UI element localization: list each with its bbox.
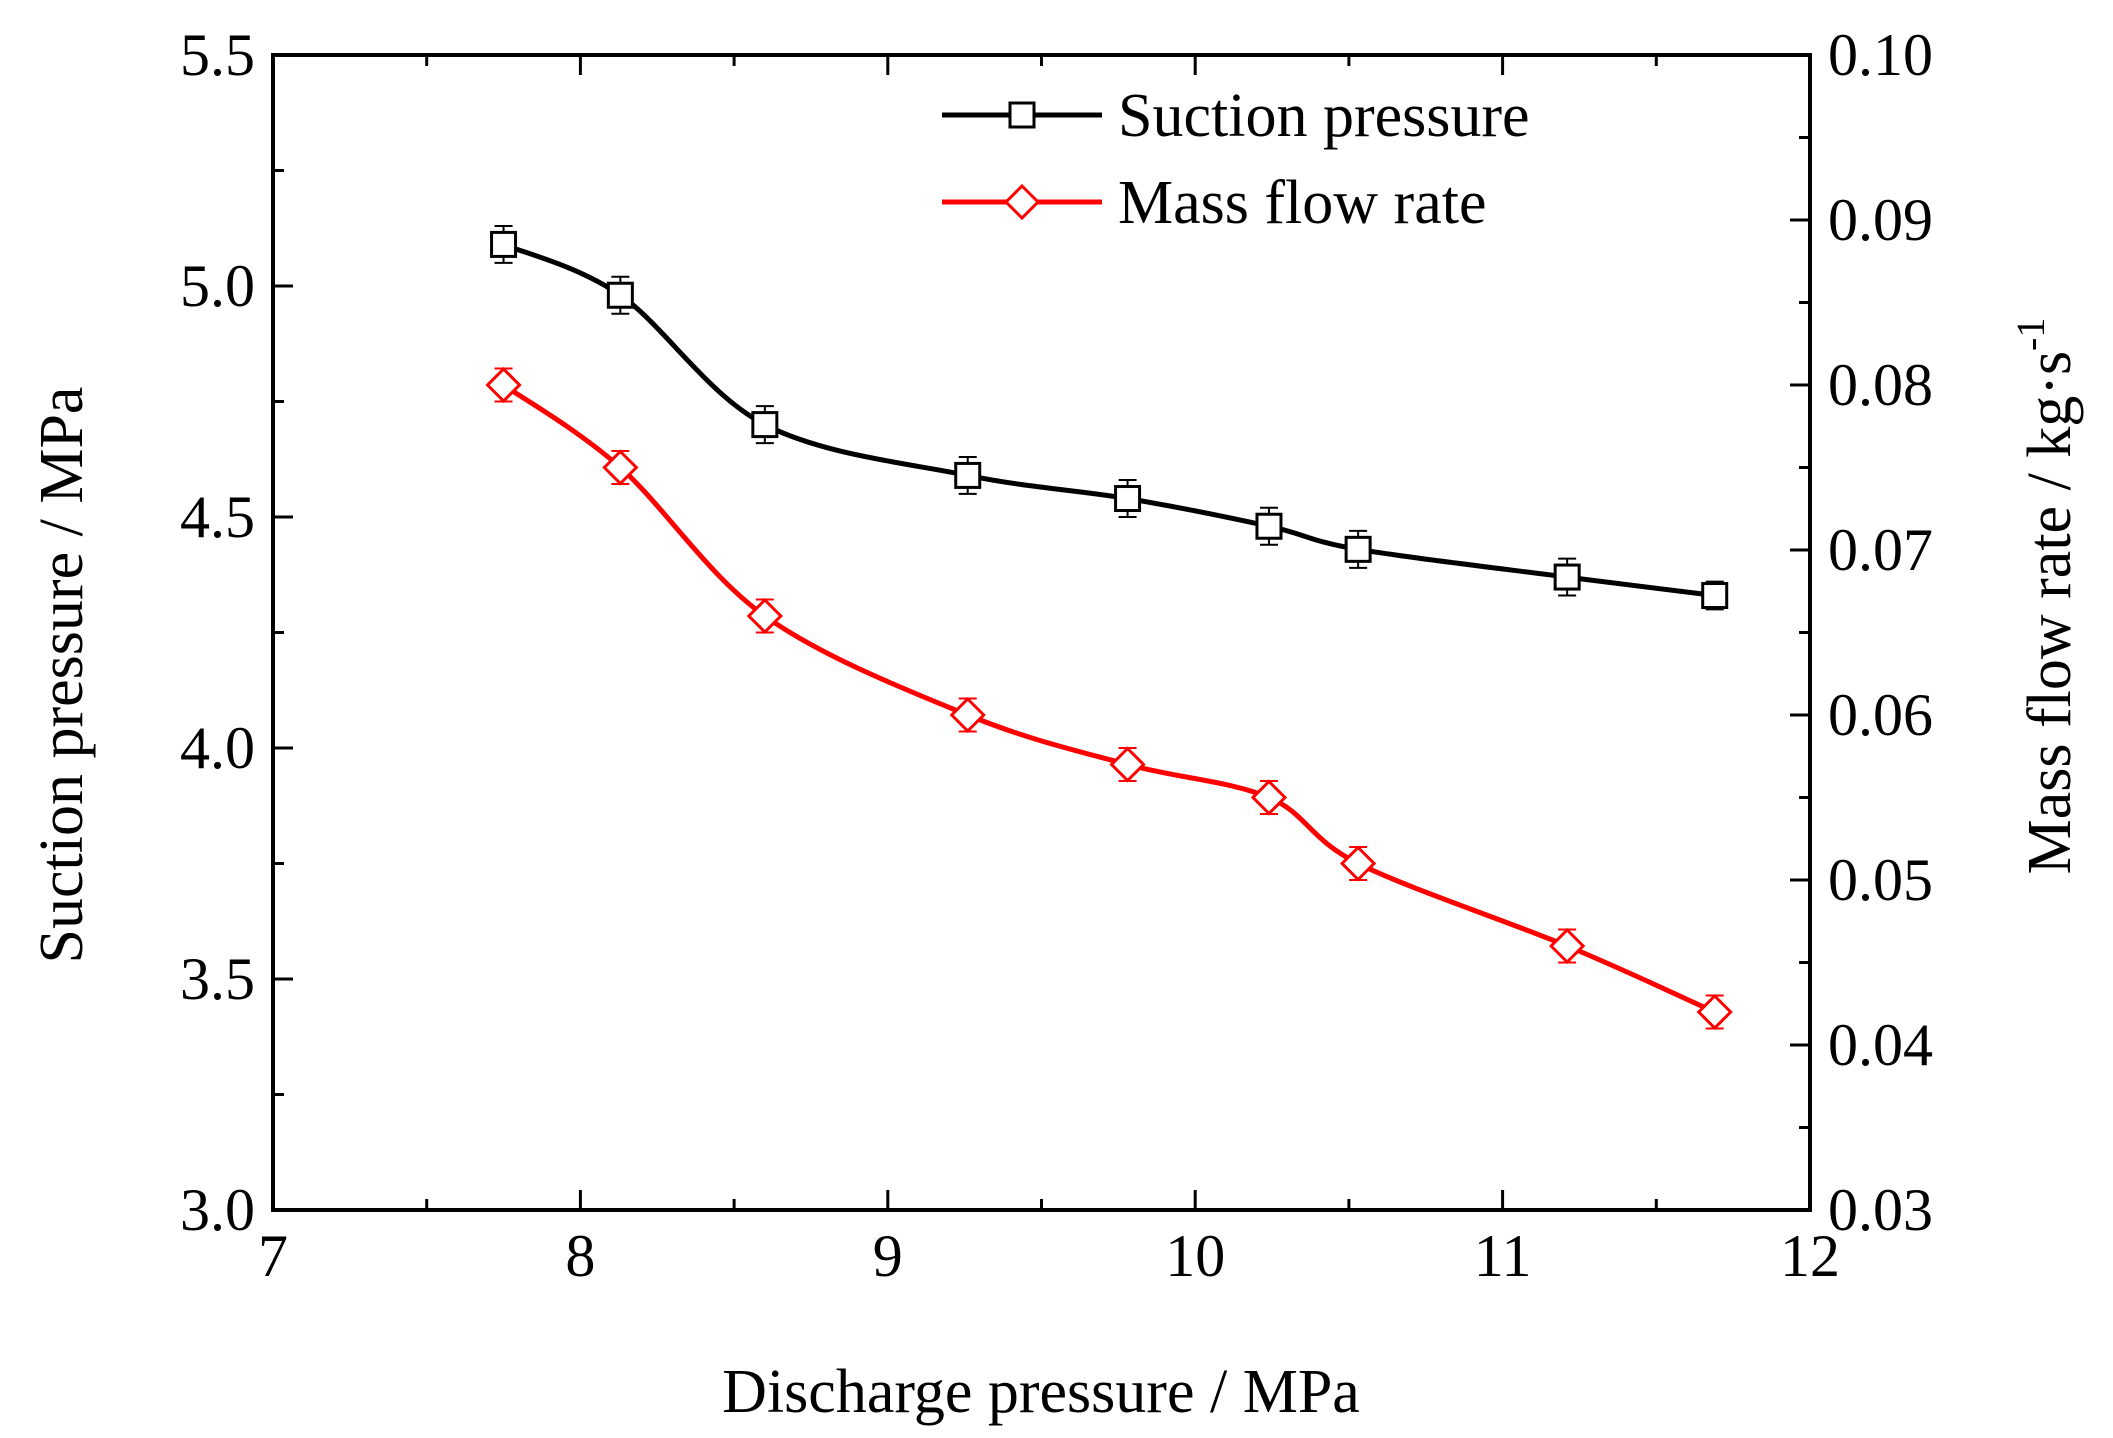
right-tick-label: 0.09: [1828, 187, 1933, 253]
right-tick-label: 0.03: [1828, 1177, 1933, 1243]
series-line-mass-flow-rate: [502, 382, 1716, 1015]
right-tick-label: 0.05: [1828, 847, 1933, 913]
left-tick-label: 5.5: [180, 22, 255, 88]
data-point-square: [1553, 563, 1581, 591]
data-point-square: [606, 281, 634, 309]
left-tick-label: 4.5: [180, 484, 255, 550]
right-tick-label: 0.10: [1828, 22, 1933, 88]
x-tick-label: 11: [1474, 1223, 1532, 1289]
data-point-diamond: [1250, 779, 1288, 816]
data-point-diamond: [1109, 746, 1146, 783]
right-axis-title: Mass flow rate / kg·s-1: [2008, 318, 2084, 875]
data-point-square: [1344, 535, 1372, 563]
left-tick-label: 3.5: [180, 946, 255, 1012]
data-point-square: [751, 411, 779, 439]
right-axis-title-main: Mass flow rate / kg·s: [2016, 351, 2084, 874]
legend-marker-square: [1008, 101, 1036, 129]
data-point-square: [1701, 582, 1729, 610]
data-point-square: [954, 461, 982, 489]
legend-label-suction: Suction pressure: [1118, 82, 1530, 150]
right-tick-label: 0.06: [1828, 682, 1933, 748]
data-point-square: [1255, 512, 1283, 540]
x-tick-label: 10: [1165, 1223, 1225, 1289]
data-point-diamond: [1340, 845, 1377, 882]
data-point-diamond: [949, 696, 986, 734]
series-line-suction-pressure: [502, 242, 1716, 599]
left-tick-label: 5.0: [180, 253, 255, 319]
series-layer: [485, 224, 1733, 1031]
right-tick-label: 0.08: [1828, 352, 1933, 418]
legend-marker-diamond: [1003, 183, 1041, 221]
right-tick-label: 0.04: [1828, 1012, 1933, 1078]
right-tick-label: 0.07: [1828, 517, 1933, 583]
legend-item-suction-pressure: Suction pressure: [942, 82, 1530, 150]
tick-layer: 7 8 9 10 11 12 3.0 3.5 4.0 4.5 5.0 5.5 0.03 0.04 0.05 0…: [180, 22, 1933, 1289]
data-point-square: [1114, 485, 1142, 513]
data-point-diamond: [1549, 927, 1586, 965]
data-point-diamond: [746, 597, 783, 635]
x-tick-label: 9: [873, 1223, 903, 1289]
legend-label-mass-flow: Mass flow rate: [1118, 169, 1486, 237]
data-point-diamond: [1696, 993, 1733, 1031]
left-tick-label: 3.0: [180, 1177, 255, 1243]
x-tick-label: 7: [258, 1223, 288, 1289]
series-mass-flow-rate: [485, 366, 1733, 1031]
data-point-square: [490, 230, 518, 258]
left-tick-label: 4.0: [180, 715, 255, 781]
x-tick-label: 12: [1780, 1223, 1840, 1289]
x-tick-label: 8: [565, 1223, 595, 1289]
legend-item-mass-flow-rate: Mass flow rate: [942, 169, 1486, 237]
series-suction-pressure: [490, 224, 1729, 611]
data-point-diamond: [602, 449, 639, 486]
left-axis-title: Suction pressure / MPa: [28, 387, 96, 964]
data-point-diamond: [485, 366, 522, 404]
legend: Suction pressure Mass flow rate: [942, 82, 1530, 237]
x-axis-title: Discharge pressure / MPa: [722, 1358, 1360, 1426]
right-axis-title-superscript: -1: [2008, 318, 2053, 351]
